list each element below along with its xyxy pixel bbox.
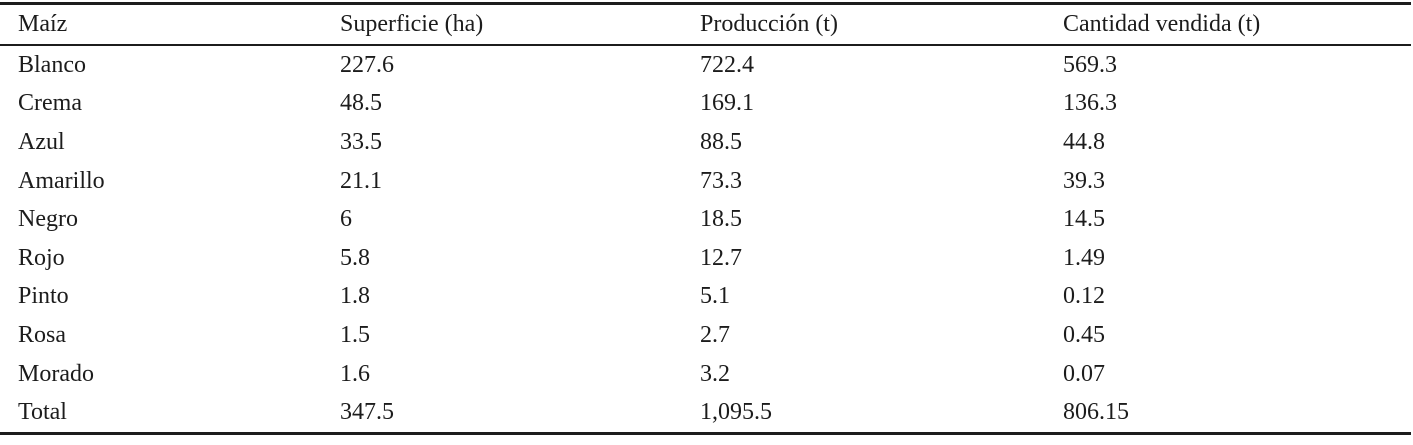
cantidad-vendida-value-cell: 136.3: [1063, 90, 1117, 117]
table-row: Amarillo 21.1 73.3 39.3: [0, 162, 1411, 201]
column-header-maiz: Maíz: [0, 3, 322, 46]
superficie-value-cell: 347.5: [340, 399, 394, 426]
superficie-value-cell: 1.6: [340, 360, 370, 387]
cantidad-vendida-value-cell: 0.12: [1063, 283, 1105, 310]
corn-varieties-table: Maíz Superficie (ha) Producción (t) Cant…: [0, 2, 1411, 435]
produccion-value-cell: 722.4: [700, 51, 754, 78]
table-row: Negro 6 18.5 14.5: [0, 200, 1411, 239]
row-label-cell: Total: [18, 399, 67, 426]
produccion-value-cell: 73.3: [700, 167, 742, 194]
row-label-cell: Morado: [18, 360, 94, 387]
table-row: Crema 48.5 169.1 136.3: [0, 85, 1411, 124]
row-label-cell: Amarillo: [18, 167, 105, 194]
cantidad-vendida-value-cell: 39.3: [1063, 167, 1105, 194]
table-body: Blanco 227.6 722.4 569.3 Crema 48.5 169.1 136.3…: [0, 45, 1411, 433]
produccion-value-cell: 88.5: [700, 128, 742, 155]
row-label-cell: Negro: [18, 206, 78, 233]
table-header-row: Maíz Superficie (ha) Producción (t) Cant…: [0, 3, 1411, 46]
cantidad-vendida-value-cell: 0.45: [1063, 321, 1105, 348]
superficie-value-cell: 21.1: [340, 167, 382, 194]
produccion-value-cell: 2.7: [700, 321, 730, 348]
superficie-value-cell: 1.8: [340, 283, 370, 310]
row-label-cell: Blanco: [18, 51, 86, 78]
column-header-cantidad-vendida: Cantidad vendida (t): [1045, 3, 1411, 46]
superficie-value-cell: 1.5: [340, 321, 370, 348]
cantidad-vendida-value-cell: 569.3: [1063, 51, 1117, 78]
produccion-value-cell: 169.1: [700, 90, 754, 117]
row-label-cell: Pinto: [18, 283, 69, 310]
table-row: Blanco 227.6 722.4 569.3: [0, 45, 1411, 85]
cantidad-vendida-value-cell: 806.15: [1063, 399, 1129, 426]
column-header-produccion: Producción (t): [682, 3, 1045, 46]
superficie-value-cell: 6: [340, 206, 352, 233]
column-header-superficie: Superficie (ha): [322, 3, 682, 46]
table-row: Total 347.5 1,095.5 806.15: [0, 393, 1411, 433]
table-row: Rosa 1.5 2.7 0.45: [0, 316, 1411, 355]
cantidad-vendida-value-cell: 14.5: [1063, 206, 1105, 233]
produccion-value-cell: 5.1: [700, 283, 730, 310]
table-row: Rojo 5.8 12.7 1.49: [0, 239, 1411, 278]
produccion-value-cell: 3.2: [700, 360, 730, 387]
superficie-value-cell: 33.5: [340, 128, 382, 155]
row-label-cell: Azul: [18, 128, 65, 155]
table-row: Azul 33.5 88.5 44.8: [0, 123, 1411, 162]
row-label-cell: Rojo: [18, 244, 65, 271]
superficie-value-cell: 227.6: [340, 51, 394, 78]
produccion-value-cell: 12.7: [700, 244, 742, 271]
superficie-value-cell: 48.5: [340, 90, 382, 117]
produccion-value-cell: 18.5: [700, 206, 742, 233]
table-row: Morado 1.6 3.2 0.07: [0, 355, 1411, 394]
cantidad-vendida-value-cell: 0.07: [1063, 360, 1105, 387]
row-label-cell: Rosa: [18, 321, 66, 348]
produccion-value-cell: 1,095.5: [700, 399, 772, 426]
cantidad-vendida-value-cell: 1.49: [1063, 244, 1105, 271]
superficie-value-cell: 5.8: [340, 244, 370, 271]
cantidad-vendida-value-cell: 44.8: [1063, 128, 1105, 155]
table-row: Pinto 1.8 5.1 0.12: [0, 278, 1411, 317]
row-label-cell: Crema: [18, 90, 82, 117]
